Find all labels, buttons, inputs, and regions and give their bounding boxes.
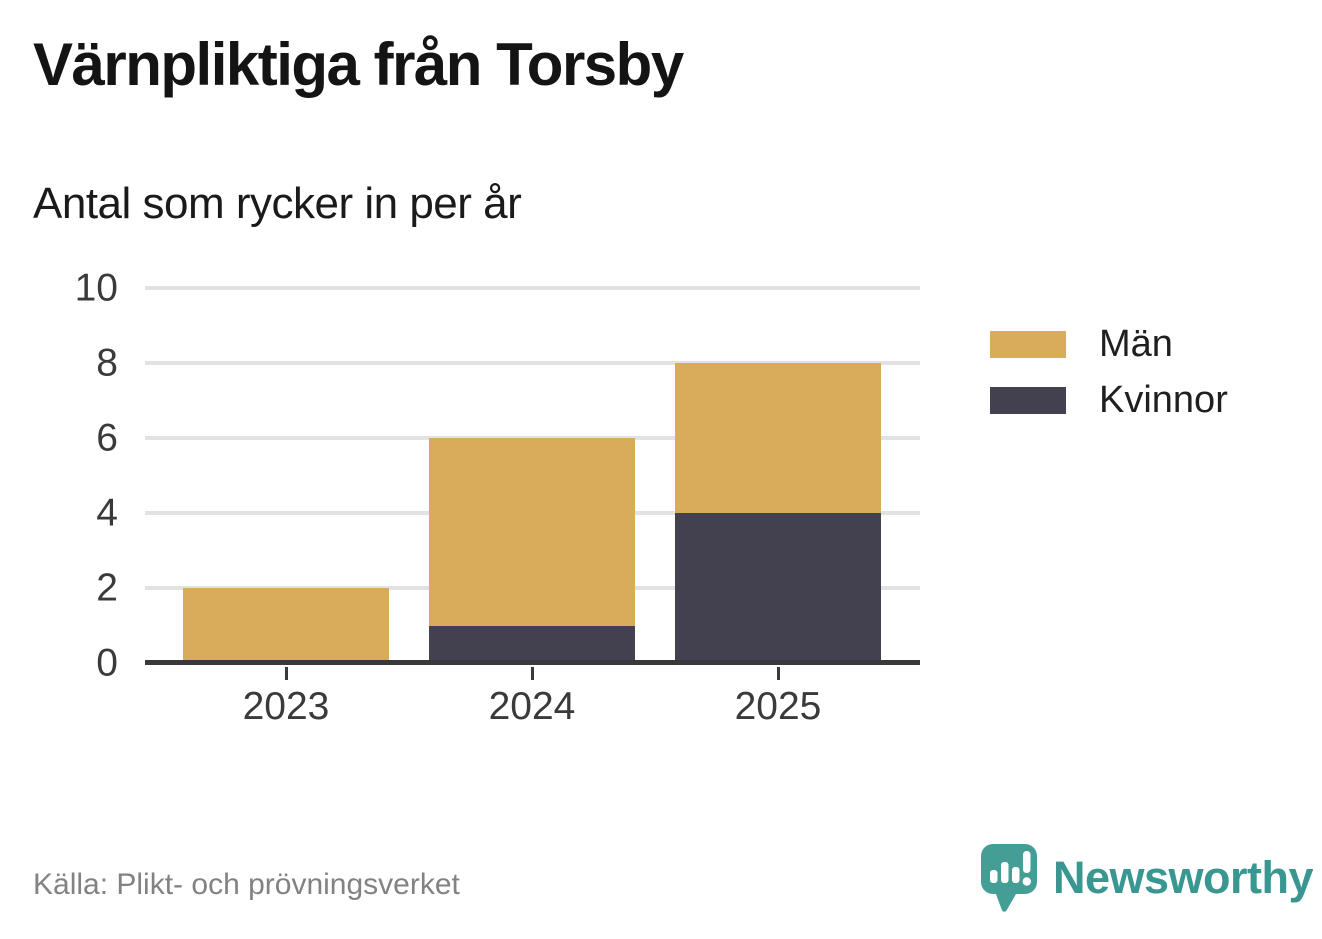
legend-label: Kvinnor xyxy=(1099,379,1228,421)
brand-name: Newsworthy xyxy=(1053,852,1314,903)
brand-logo: Newsworthy xyxy=(980,843,1314,915)
chart-title: Värnpliktiga från Torsby xyxy=(33,31,684,98)
y-tick-label: 2 xyxy=(96,566,118,610)
legend-swatch xyxy=(990,330,1066,358)
y-axis: 0 2 4 6 8 10 xyxy=(0,269,118,683)
bar-segment-män xyxy=(429,438,635,626)
bar-2025 xyxy=(675,363,881,663)
source-text: Källa: Plikt- och prövningsverket xyxy=(33,868,460,901)
chart-subtitle: Antal som rycker in per år xyxy=(33,179,522,228)
gridline-y-8 xyxy=(145,361,920,365)
x-tick-label: 2025 xyxy=(734,685,822,728)
gridline-y-10 xyxy=(145,286,920,290)
x-axis-slot-2024: 2024 xyxy=(429,667,635,726)
y-tick-label: 4 xyxy=(96,491,118,535)
y-tick-label: 10 xyxy=(74,266,118,310)
y-tick-label: 0 xyxy=(96,641,118,685)
logo-exclamation-bar xyxy=(1023,851,1031,873)
x-tick-mark xyxy=(776,667,780,680)
logo-exclamation-dot xyxy=(1022,877,1031,886)
newsworthy-logo-icon xyxy=(981,844,1037,912)
bar-2024 xyxy=(429,438,635,663)
legend: Män Kvinnor xyxy=(990,325,1228,419)
legend-swatch xyxy=(990,386,1066,414)
bar-segment-kvinnor xyxy=(675,513,881,663)
x-tick-mark xyxy=(284,667,288,680)
bar-2023 xyxy=(183,588,389,663)
logo-bar-3 xyxy=(1012,867,1020,883)
y-tick-label: 8 xyxy=(96,341,118,385)
bar-segment-män xyxy=(183,588,389,663)
logo-bar-2 xyxy=(1001,862,1009,883)
x-axis-line xyxy=(145,660,920,665)
x-tick-mark xyxy=(530,667,534,680)
x-tick-label: 2023 xyxy=(242,685,330,728)
plot-area xyxy=(145,286,920,665)
x-axis: 2023 2024 2025 xyxy=(183,667,881,726)
logo-bar-1 xyxy=(990,870,998,883)
legend-item-män: Män xyxy=(990,325,1228,363)
legend-label: Män xyxy=(1099,323,1173,365)
legend-item-kvinnor: Kvinnor xyxy=(990,381,1228,419)
y-tick-label: 6 xyxy=(96,416,118,460)
bars-layer xyxy=(183,288,881,663)
x-axis-slot-2025: 2025 xyxy=(675,667,881,726)
bar-segment-kvinnor xyxy=(429,625,635,663)
bar-segment-män xyxy=(675,363,881,513)
x-tick-label: 2024 xyxy=(488,685,576,728)
x-axis-slot-2023: 2023 xyxy=(183,667,389,726)
